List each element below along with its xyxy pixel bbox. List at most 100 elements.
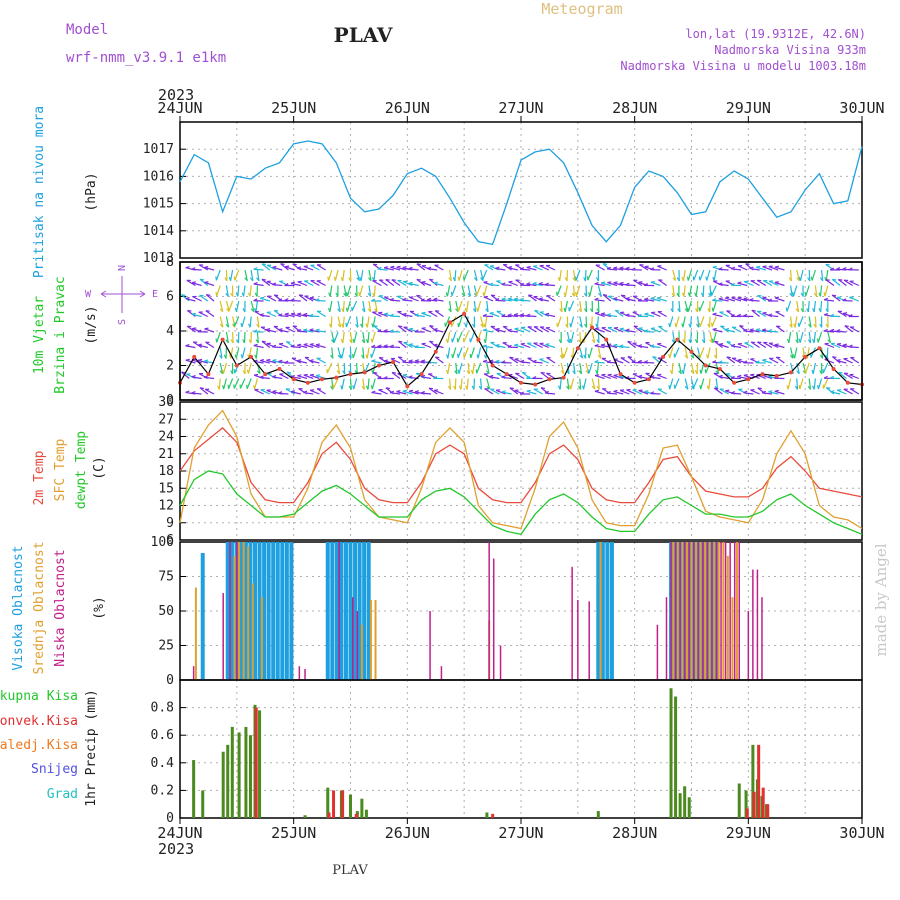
wind-arrow-head <box>185 358 190 361</box>
wind-arrow <box>790 316 793 328</box>
wind-arrow <box>546 372 556 380</box>
wind-arrow-head <box>365 354 368 359</box>
wind-arrow <box>564 285 568 297</box>
wind-arrow <box>457 347 463 359</box>
wind-arrow-head <box>597 354 602 359</box>
wind-arrow-head <box>829 313 835 317</box>
wind-arrow-head <box>768 265 773 268</box>
wind-arrow-head <box>328 323 332 328</box>
pressure-ylabel-unit: (hPa) <box>84 172 99 211</box>
cloud-bar <box>676 542 679 680</box>
wind-speed-point <box>646 377 651 382</box>
wind-arrow-head <box>206 294 211 296</box>
wind-arrow-head <box>519 267 525 270</box>
elevation-label: Nadmorska Visina 933m <box>714 43 866 57</box>
wind-arrow-head <box>280 263 285 266</box>
wind-arrow <box>297 375 308 380</box>
wind-arrow <box>718 298 729 302</box>
wind-arrow <box>342 269 345 281</box>
wind-arrow <box>713 372 723 380</box>
wind-arrow <box>371 391 382 395</box>
wind-arrow-head <box>204 265 209 269</box>
wind-arrow <box>707 347 711 359</box>
cloud-bar <box>724 542 727 680</box>
wind-arrow <box>390 392 401 395</box>
wind-arrow-head <box>690 354 695 359</box>
wind-arrow <box>472 362 475 374</box>
wind-arrow-head <box>198 358 203 361</box>
wind-arrow-head <box>224 277 228 282</box>
cloud-bar <box>599 542 602 680</box>
wind-arrow-head <box>625 313 630 317</box>
wind-arrow <box>482 345 494 349</box>
wind-arrow-head <box>486 385 490 390</box>
wind-arrow-head <box>383 328 388 332</box>
wind-arrow <box>484 331 488 343</box>
wind-arrow <box>356 269 361 281</box>
wind-arrow-head <box>849 296 854 298</box>
wind-arrow <box>712 300 717 312</box>
wind-speed-point <box>348 372 353 377</box>
wind-arrow <box>546 295 556 302</box>
wind-arrow-head <box>274 309 279 312</box>
wind-arrow-head <box>657 373 662 376</box>
wind-arrow <box>675 316 680 328</box>
wind-arrow <box>390 266 401 271</box>
wind-arrow-head <box>261 263 266 266</box>
wind-arrow <box>372 316 376 328</box>
wind-arrow-head <box>650 280 656 283</box>
wind-arrow-head <box>485 370 490 375</box>
wind-arrow-head <box>453 385 456 390</box>
wind-arrow-head <box>789 292 793 297</box>
wind-arrow-head <box>602 294 608 296</box>
wind-arrow <box>259 314 270 318</box>
wind-arrow <box>225 331 230 343</box>
credit-label: made by Angel <box>872 543 890 656</box>
wind-arrow <box>793 347 798 359</box>
wind-arrow-head <box>789 323 793 328</box>
wind-speed-point <box>547 377 552 382</box>
wind-arrow-head <box>591 339 596 344</box>
wind-arrow-head <box>615 309 620 312</box>
wind-arrow <box>750 389 760 395</box>
wind-arrow <box>389 346 401 349</box>
wind-arrow <box>831 278 841 286</box>
wind-arrow <box>633 279 643 287</box>
wind-arrow-head <box>341 308 344 313</box>
wind-ylabel-unit: (m/s) <box>84 305 99 344</box>
cloud-bar <box>236 542 238 680</box>
wind-arrow <box>849 388 860 395</box>
wind-arrow-head <box>526 282 531 285</box>
wind-arrow-head <box>595 323 598 328</box>
wind-arrow <box>632 373 643 380</box>
wind-arrow <box>657 343 667 349</box>
wind-arrow <box>235 347 240 359</box>
wind-arrow-head <box>296 266 302 269</box>
wind-arrow <box>452 347 457 359</box>
wind-arrow-head <box>507 313 512 316</box>
wind-arrow-head <box>272 374 277 378</box>
wind-arrow <box>451 316 457 327</box>
wind-arrow-head <box>532 281 537 285</box>
wind-arrow <box>588 347 593 359</box>
wind-arrow-head <box>578 370 583 375</box>
wind-arrow-head <box>435 356 440 359</box>
wind-arrow <box>205 341 215 349</box>
wind-arrow <box>346 300 351 312</box>
cloud-bar <box>756 569 759 680</box>
wind-arrow-head <box>676 277 680 282</box>
wind-arrow <box>687 269 692 281</box>
wind-arrow <box>216 331 221 343</box>
panel-frame-top <box>179 261 863 401</box>
wind-arrow-head <box>297 312 302 315</box>
wind-arrow-head <box>420 298 425 302</box>
wind-arrow <box>594 390 605 395</box>
wind-speed-point <box>632 380 637 385</box>
wind-arrow-head <box>688 339 692 344</box>
wind-arrow <box>619 267 630 271</box>
wind-arrow-head <box>596 385 600 390</box>
wind-arrow-head <box>242 339 246 344</box>
wind-arrow-head <box>377 376 382 380</box>
wind-arrow-head <box>526 389 531 392</box>
wind-arrow-head <box>838 278 843 281</box>
